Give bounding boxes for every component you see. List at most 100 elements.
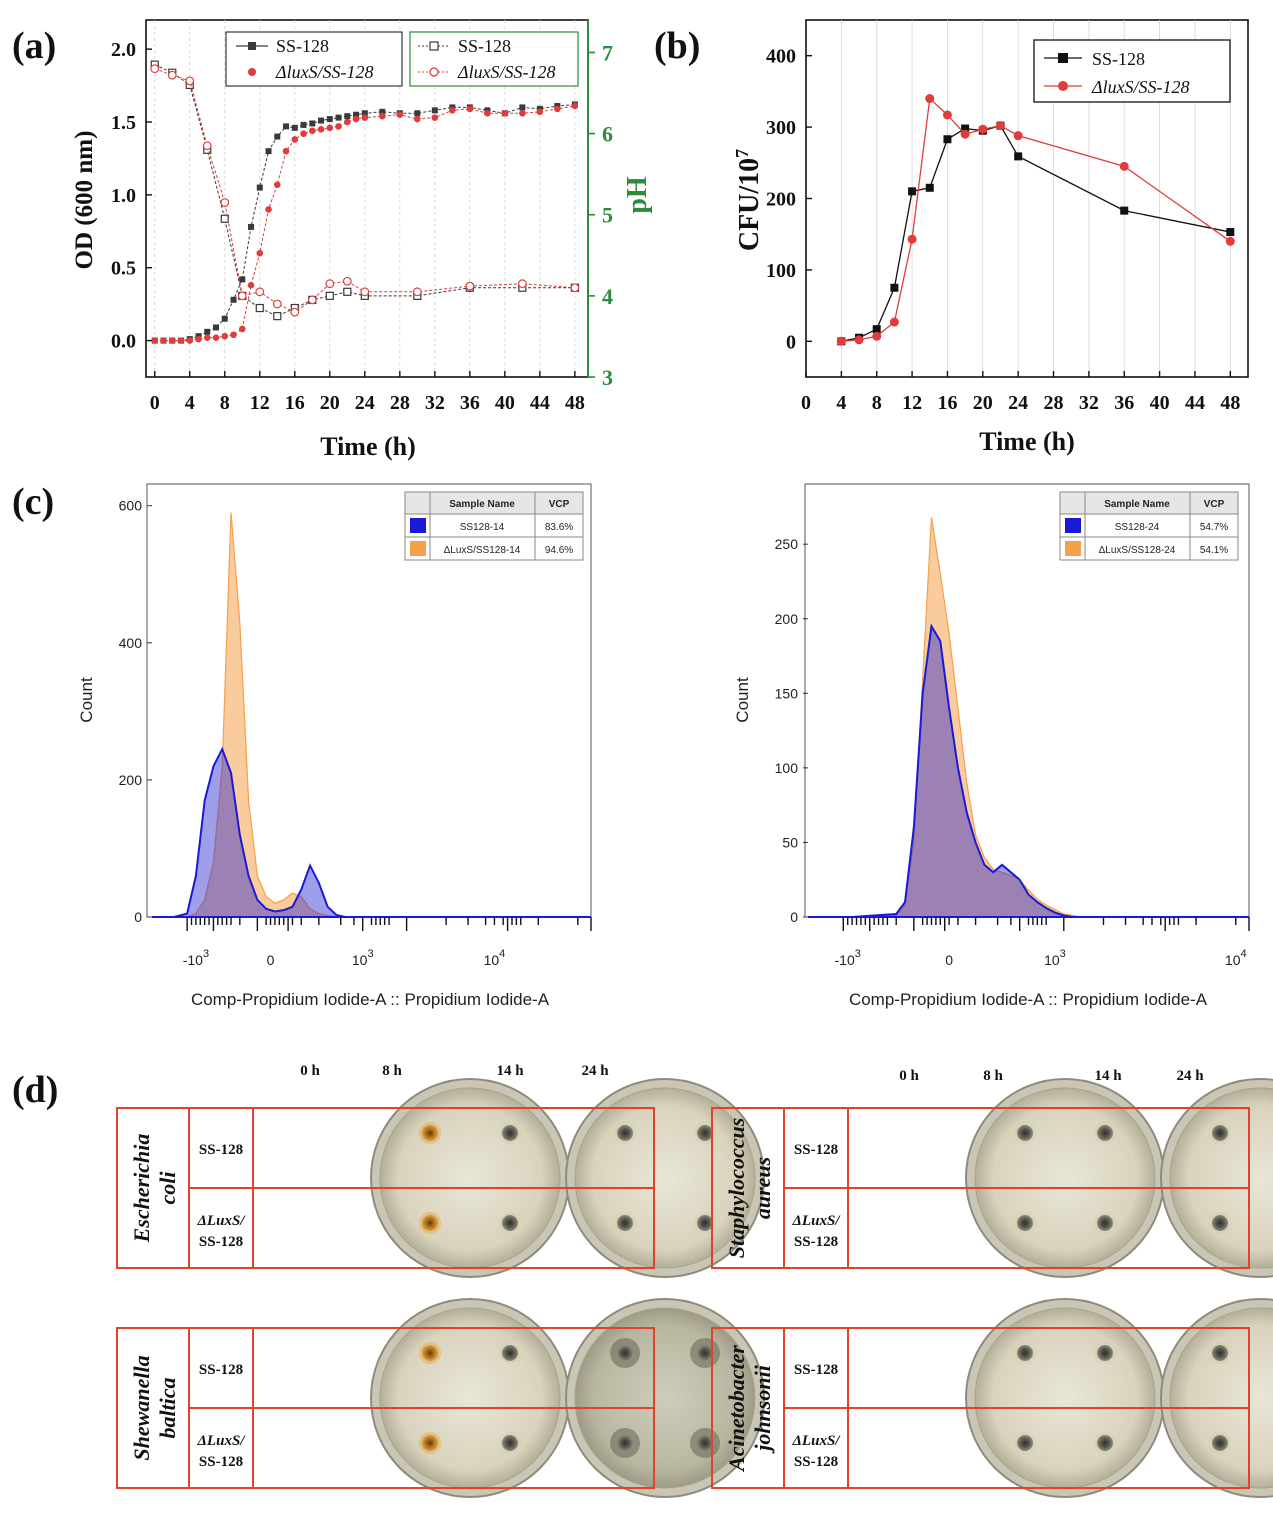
plot-b-legend: SS-128 ΔluxS/SS-128 [1033,39,1231,103]
tick-b-x-label-0: 0 [801,392,811,414]
series-b-1-point-7 [960,129,970,139]
series-b-1-point-6 [942,110,952,120]
series-b-0-point-4 [908,187,917,196]
tick-a-x-label-2: 8 [220,392,230,414]
series-a-0-point-9 [230,296,237,303]
tick-b-x-label-4: 16 [937,392,957,414]
well-1-0-2 [1017,1215,1033,1231]
well-2-0-2 [422,1435,438,1451]
time-label-1-2: 14 h [1094,1068,1122,1084]
tick-a-y-label-3: 1.5 [111,112,136,134]
hist-left-row2-name: ΔLuxS/SS128-14 [444,545,521,556]
series-b-1-point-4 [907,234,917,244]
plot-b-marks [836,94,1235,346]
time-label-0-0: 0 h [300,1063,320,1079]
series-a-3-point-15 [517,279,527,289]
well-1-0-1 [1097,1125,1113,1141]
series-a-0-point-14 [274,133,281,140]
plot-b-xlabel: Time (h) [979,427,1075,456]
series-a-1-point-25 [379,112,386,120]
well-2-0-1 [502,1345,518,1361]
series-a-0-point-6 [204,328,211,335]
time-label-0-2: 14 h [496,1063,524,1079]
tick-a-y-label-0: 0.0 [111,331,136,353]
tick-a-x-label-8: 32 [425,392,445,414]
panel-c-left-histogram: 0 200 400 600 -103 0 103 104 Count Comp-Propidi… [77,483,592,1009]
plot-a-axes: 0 4 8 12 16 20 24 28 32 36 40 44 480.00.51.01.52.034… [111,20,613,414]
series-b-1-point-2 [872,331,882,341]
time-label-0-1: 8 h [382,1063,402,1079]
series-a-1-point-15 [282,147,290,155]
series-b-1-point-3 [889,317,899,327]
tick-a-x-label-9: 36 [460,392,480,414]
series-a-1-point-33 [519,109,526,117]
series-b-0-point-11 [1120,206,1129,215]
well-1-0-0 [1017,1125,1033,1141]
series-a-3-point-2 [185,76,195,86]
hist-right-swatch-2 [1065,541,1081,556]
series-b-0-point-6 [943,135,952,144]
legend-a-od-luxs-marker [248,68,256,76]
plot-b-ylabel: CFU/107 [732,149,765,251]
series-a-1-point-23 [352,115,360,123]
series-a-0-point-13 [265,148,272,155]
series-a-2-point-6 [255,303,264,313]
hist-right-tick-y-label-5: 250 [775,536,799,552]
plot-a-ylabel: OD (600 nm) [71,131,98,270]
series-a-3-point-1 [167,70,177,80]
well-1-1-2 [1212,1215,1228,1231]
legend-a-ph-ss: SS-128 [458,36,511,56]
hist-left-tick-x-label-0: -103 [183,948,209,968]
hist-left-marks [152,512,591,918]
series-a-1-point-21 [335,123,342,130]
plate-1-0 [974,1087,1156,1269]
series-a-1-point-8 [221,332,229,340]
hist-left-tick-y-label-2: 400 [119,635,143,651]
hist-left-tick-x-label-2: 103 [352,948,374,968]
tick-a-yr-label-0: 3 [602,365,613,390]
plot-a-ylabel-right: pH [622,176,653,214]
series-b-0-point-7 [961,124,970,133]
well-3-0-2 [1017,1435,1033,1451]
series-b-0-point-5 [925,183,934,192]
series-a-1-point-31 [484,109,491,117]
tick-a-x-label-3: 12 [250,392,270,414]
series-a-0-point-19 [318,117,325,124]
hist-right-row2-name: ΔLuxS/SS128-24 [1099,545,1176,556]
series-a-1-point-17 [300,130,307,137]
series-b-0-point-3 [890,283,899,292]
well-0-0-0 [422,1125,438,1141]
hist-left-table: Sample Name VCP SS128-14 83.6% ΔLuxS/SS1… [404,491,584,561]
plot-a-xlabel: Time (h) [320,432,416,461]
series-a-1-point-3 [177,337,185,344]
well-1-1-0 [1212,1125,1228,1141]
tick-b-y-label-2: 200 [766,189,796,211]
tick-b-y-label-3: 300 [766,117,796,139]
hist-right-ylabel: Count [733,677,752,723]
hist-right-tick-x-label-3: 104 [1225,948,1247,968]
well-0-1-3 [697,1215,713,1231]
well-1-0-3 [1097,1215,1113,1231]
well-3-0-1 [1097,1345,1113,1361]
series-a-0-point-11 [248,223,255,230]
series-a-1-point-26 [396,111,404,119]
hist-right-tick-x-label-0: -103 [835,948,861,968]
series-a-2-point-7 [273,312,282,321]
legend-b-ss-marker [1058,53,1068,63]
row-label-luxs2-3: SS-128 [794,1454,838,1470]
hist-left-swatch-2 [410,541,426,556]
hist-right-tick-x-label-1: 0 [945,952,953,968]
series-b-0-point-2 [872,325,881,334]
hist-right-swatch-1 [1065,518,1081,533]
series-a-1-point-29 [449,107,456,114]
series-a-0-point-25 [379,108,386,115]
series-a-1-point-2 [168,337,176,344]
series-a-3-point-13 [412,287,422,297]
series-a-3-point-9 [307,295,317,305]
series-a-1-point-1 [160,337,167,344]
panel-d-label: (d) [12,1069,58,1111]
panel-a-label: (a) [12,25,56,67]
plate-1-1 [1169,1087,1273,1269]
